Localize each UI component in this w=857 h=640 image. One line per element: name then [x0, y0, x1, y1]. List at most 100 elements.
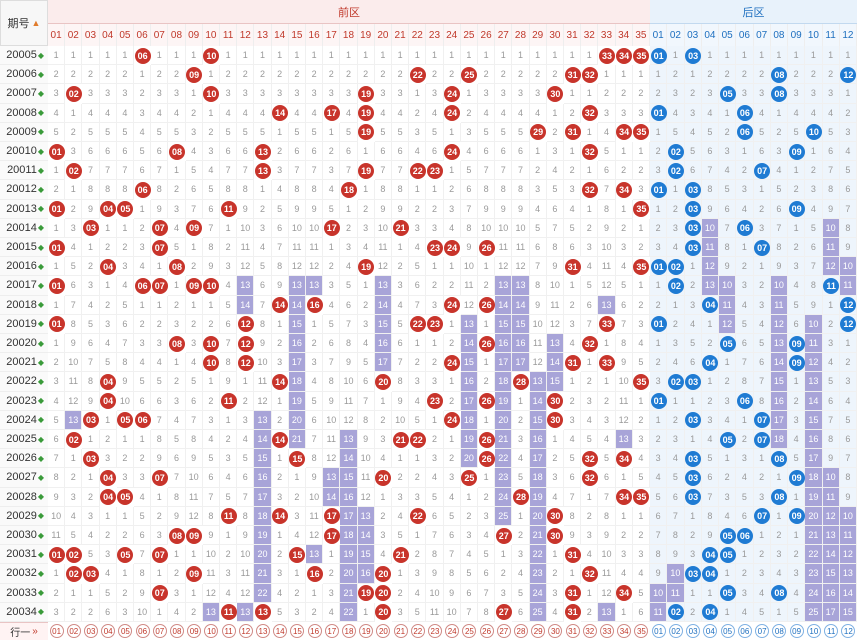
- front-ball[interactable]: 16: [306, 566, 323, 582]
- front-pick-circle[interactable]: 20: [376, 624, 391, 638]
- front-ball[interactable]: 32: [581, 335, 598, 352]
- front-pick-circle[interactable]: 34: [617, 624, 632, 638]
- back-pick-cell[interactable]: 01: [650, 622, 667, 640]
- front-pick-cell[interactable]: 03: [82, 622, 99, 640]
- back-ball[interactable]: 06: [736, 105, 753, 122]
- back-ball[interactable]: 09: [788, 143, 805, 160]
- front-ball[interactable]: 31: [564, 258, 581, 275]
- front-pick-circle[interactable]: 02: [66, 624, 81, 638]
- front-pick-cell[interactable]: 30: [547, 622, 564, 640]
- front-ball[interactable]: 30: [547, 508, 564, 525]
- front-pick-cell[interactable]: 29: [530, 622, 547, 640]
- back-ball[interactable]: 09: [788, 201, 805, 218]
- front-ball[interactable]: 33: [599, 316, 615, 333]
- front-ball[interactable]: 06: [134, 278, 151, 294]
- back-ball[interactable]: 12: [840, 297, 857, 314]
- front-ball[interactable]: 19: [358, 105, 375, 122]
- front-pick-circle[interactable]: 23: [427, 624, 442, 638]
- back-ball[interactable]: 09: [788, 508, 805, 525]
- period-label[interactable]: 20024 ◆: [0, 410, 48, 430]
- back-ball[interactable]: 04: [702, 566, 719, 582]
- back-ball[interactable]: 03: [685, 220, 702, 237]
- period-label[interactable]: 20015 ◆: [0, 238, 48, 258]
- back-ball[interactable]: 01: [650, 316, 667, 333]
- front-ball[interactable]: 14: [272, 374, 289, 390]
- front-ball[interactable]: 05: [117, 201, 134, 218]
- front-pick-cell[interactable]: 10: [203, 622, 220, 640]
- front-ball[interactable]: 10: [203, 335, 220, 352]
- front-ball[interactable]: 26: [478, 393, 495, 410]
- back-ball[interactable]: 12: [840, 66, 857, 83]
- back-ball[interactable]: 05: [719, 585, 736, 602]
- back-ball[interactable]: 08: [771, 86, 788, 102]
- front-ball[interactable]: 34: [616, 47, 633, 64]
- front-ball[interactable]: 19: [358, 124, 375, 141]
- front-ball[interactable]: 01: [48, 201, 65, 218]
- back-ball[interactable]: 02: [667, 604, 684, 621]
- period-label[interactable]: 20031 ◆: [0, 545, 48, 565]
- front-ball[interactable]: 24: [444, 297, 461, 314]
- front-ball[interactable]: 05: [117, 489, 134, 506]
- back-ball[interactable]: 03: [685, 412, 702, 429]
- front-pick-circle[interactable]: 25: [462, 624, 477, 638]
- front-ball[interactable]: 12: [237, 316, 254, 333]
- front-ball[interactable]: 21: [392, 220, 409, 237]
- period-label[interactable]: 20029 ◆: [0, 506, 48, 526]
- front-pick-circle[interactable]: 22: [410, 624, 425, 638]
- period-label[interactable]: 20006 ◆: [0, 65, 48, 85]
- period-label[interactable]: 20017 ◆: [0, 276, 48, 296]
- period-label[interactable]: 20025 ◆: [0, 430, 48, 450]
- back-pick-cell[interactable]: 08: [771, 622, 788, 640]
- front-pick-cell[interactable]: 24: [444, 622, 461, 640]
- front-ball[interactable]: 26: [478, 239, 495, 256]
- front-ball[interactable]: 03: [83, 220, 99, 237]
- front-ball[interactable]: 01: [48, 143, 65, 160]
- period-label[interactable]: 20030 ◆: [0, 526, 48, 546]
- front-ball[interactable]: 28: [513, 374, 529, 390]
- front-ball[interactable]: 03: [83, 566, 99, 582]
- front-pick-cell[interactable]: 13: [254, 622, 271, 640]
- front-ball[interactable]: 19: [358, 162, 375, 179]
- front-ball[interactable]: 02: [65, 86, 82, 102]
- front-pick-circle[interactable]: 05: [118, 624, 133, 638]
- front-ball[interactable]: 30: [547, 527, 564, 544]
- front-ball[interactable]: 34: [616, 450, 633, 467]
- front-ball[interactable]: 32: [581, 566, 598, 582]
- front-ball[interactable]: 20: [375, 470, 392, 486]
- back-pick-circle[interactable]: 08: [772, 624, 787, 638]
- front-ball[interactable]: 24: [444, 354, 461, 371]
- back-ball[interactable]: 03: [685, 470, 702, 486]
- back-ball[interactable]: 06: [736, 220, 753, 237]
- back-ball[interactable]: 07: [754, 508, 771, 525]
- front-pick-cell[interactable]: 14: [272, 622, 289, 640]
- front-pick-circle[interactable]: 10: [204, 624, 219, 638]
- back-ball[interactable]: 09: [788, 354, 805, 371]
- front-ball[interactable]: 07: [151, 220, 168, 237]
- front-ball[interactable]: 30: [547, 412, 564, 429]
- front-ball[interactable]: 14: [272, 431, 289, 448]
- front-pick-circle[interactable]: 24: [445, 624, 460, 638]
- front-pick-circle[interactable]: 09: [187, 624, 202, 638]
- front-pick-circle[interactable]: 03: [83, 624, 98, 638]
- front-pick-circle[interactable]: 13: [255, 624, 270, 638]
- front-pick-cell[interactable]: 08: [168, 622, 185, 640]
- period-label[interactable]: 20028 ◆: [0, 487, 48, 507]
- period-label[interactable]: 20008 ◆: [0, 103, 48, 123]
- front-ball[interactable]: 17: [323, 508, 340, 525]
- front-ball[interactable]: 13: [255, 143, 271, 160]
- front-ball[interactable]: 07: [151, 585, 168, 602]
- front-ball[interactable]: 04: [100, 470, 117, 486]
- front-ball[interactable]: 13: [255, 604, 271, 621]
- front-ball[interactable]: 09: [186, 220, 203, 237]
- front-ball[interactable]: 34: [616, 182, 633, 198]
- back-pick-circle[interactable]: 01: [651, 624, 666, 638]
- front-ball[interactable]: 30: [547, 393, 564, 410]
- front-ball[interactable]: 19: [358, 585, 375, 602]
- front-ball[interactable]: 01: [48, 316, 65, 333]
- front-ball[interactable]: 22: [409, 316, 426, 333]
- front-ball[interactable]: 30: [547, 86, 564, 102]
- front-ball[interactable]: 10: [203, 86, 220, 102]
- front-ball[interactable]: 26: [478, 450, 495, 467]
- front-ball[interactable]: 20: [375, 585, 392, 602]
- back-ball[interactable]: 05: [719, 546, 736, 563]
